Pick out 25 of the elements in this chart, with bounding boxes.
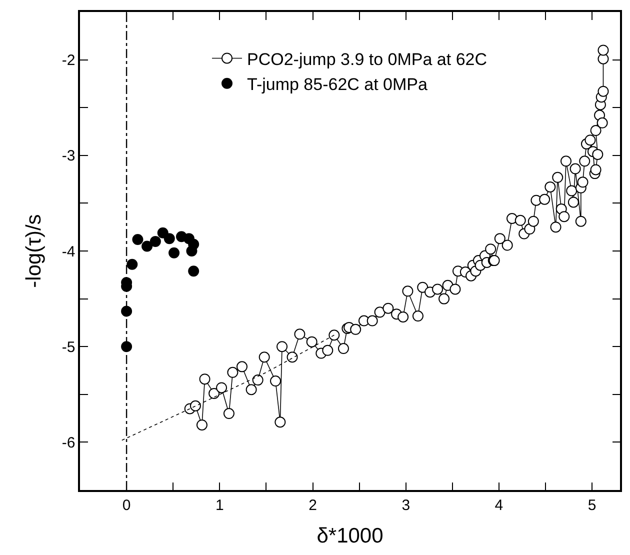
x-tick-label: 5 [588,496,596,514]
point [126,258,138,270]
y-tick-label: -3 [62,148,76,165]
x-tick-label: 3 [402,496,410,514]
point [168,247,180,258]
y-tick-label: -4 [62,243,76,260]
point [188,238,200,250]
x-tick-label: 1 [215,496,224,514]
y-tick-label: -6 [62,434,76,452]
point [142,240,153,252]
point [121,306,132,317]
legend-label: PCO2-jump 3.9 to 0MPa at 62C [247,50,488,69]
x-tick-label: 4 [494,496,504,514]
y-tick-label: -5 [62,338,76,356]
point [121,341,132,352]
point [188,266,200,277]
x-tick-label: 2 [308,496,317,514]
y-tick-label: -2 [62,52,76,70]
x-tick-label: 0 [122,496,131,514]
y-axis-title: -log(τ)/s [22,214,46,288]
point [132,234,144,246]
point [150,236,161,247]
point [164,233,175,244]
x-axis-title: δ*1000 [316,524,384,548]
legend-label: T-jump 85-62C at 0MPa [247,74,428,94]
